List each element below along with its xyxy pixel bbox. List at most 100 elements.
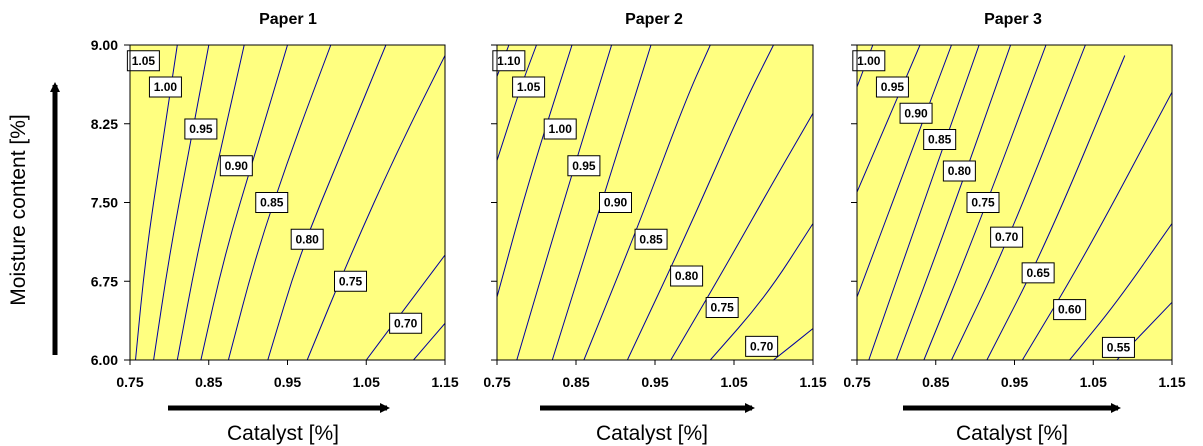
contour-label-box: [567, 155, 601, 177]
contour-line: [135, 45, 178, 360]
contour-line: [176, 45, 245, 360]
x-tick-layer: 0.75 0.85 0.95 1.05 1.15: [843, 360, 1186, 390]
y-tick-label: 9.00: [91, 37, 118, 53]
contour-label-text: 1.00: [154, 80, 178, 94]
contour-label: 0.85: [255, 192, 289, 213]
x-axis-label: Catalyst [%]: [596, 422, 708, 445]
contour-line: [200, 45, 288, 360]
contour-label-box: [255, 192, 289, 213]
contour-label-text: 0.65: [1026, 266, 1050, 280]
panel-title: Paper 2: [625, 11, 683, 28]
contour-label-text: 0.95: [572, 159, 596, 173]
contour-label-box: [148, 76, 182, 98]
contour-label-text: 0.75: [971, 196, 995, 210]
contour-label-box: [852, 50, 886, 72]
contour-label-text: 0.70: [995, 230, 1019, 244]
x-tick-label: 1.15: [1158, 374, 1185, 390]
panel-title: Paper 1: [259, 11, 317, 28]
contour-label: 0.90: [599, 192, 632, 213]
contour-label-text: 0.75: [339, 274, 363, 288]
panel-paper-3: Paper 3 1.000.950.900.850.800.750.700.65…: [843, 11, 1185, 445]
contour-label: 0.90: [219, 155, 253, 177]
contour-label-text: 0.85: [639, 232, 663, 246]
contour-line: [365, 254, 445, 360]
contour-label-text: 0.95: [881, 80, 905, 94]
contour-label-text: 0.85: [928, 133, 952, 147]
contour-label: 1.00: [543, 118, 577, 140]
contour-label: 0.55: [1101, 336, 1135, 358]
x-tick-label: 1.15: [799, 374, 826, 390]
contour-line: [1069, 223, 1172, 360]
y-tick-layer: [851, 44, 857, 361]
contour-label: 1.10: [492, 50, 526, 72]
contour-label-layer: 1.10 1.05 1.00 0.95 0.90 0.85 0.80 0.75 0.70: [492, 50, 779, 357]
contour-label-box: [1021, 262, 1055, 284]
contour-label-text: 0.90: [604, 196, 628, 210]
contour-label-text: 0.60: [1058, 303, 1082, 317]
contour-label-text: 0.80: [675, 269, 699, 283]
contour-line: [413, 322, 445, 360]
contour-line: [551, 45, 652, 360]
contour-label-text: 0.70: [750, 339, 774, 353]
contour-label-box: [389, 312, 423, 334]
contour-label: 1.05: [126, 50, 160, 72]
contour-label: 0.80: [290, 228, 324, 250]
contour-label: 0.75: [966, 192, 1000, 213]
contour-label: 0.85: [923, 129, 957, 150]
y-tick-layer: [491, 44, 497, 361]
contour-label-text: 0.80: [948, 164, 972, 178]
contour-label: 0.75: [334, 270, 367, 292]
contour-label-box: [1053, 299, 1087, 321]
contour-label: 0.70: [745, 335, 779, 357]
y-axis-label: Moisture content [%]: [7, 114, 30, 305]
contour-label-text: 1.00: [857, 54, 881, 68]
contour-label-box: [1101, 336, 1135, 358]
contour-label-layer: 1.000.95 0.900.85 0.80 0.75 0.70 0.65 0.60 0.55: [852, 50, 1135, 358]
contour-label-box: [705, 297, 739, 318]
x-tick-label: 0.85: [195, 374, 222, 390]
contour-label: 0.60: [1053, 299, 1087, 321]
contour-label-box: [543, 118, 577, 140]
x-tick-label: 0.95: [274, 374, 301, 390]
x-tick-label: 0.85: [562, 374, 589, 390]
x-axis-label: Catalyst [%]: [227, 422, 339, 445]
x-tick-label: 1.05: [1080, 374, 1107, 390]
plot-area: [497, 45, 813, 360]
contour-label-text: 1.05: [132, 54, 156, 68]
contour-label: 0.70: [389, 312, 423, 334]
y-tick-layer: 9.00 8.25 7.50 6.75 6.00: [91, 37, 130, 368]
contour-label-text: 0.70: [394, 316, 418, 330]
contour-label-text: 1.10: [497, 54, 521, 68]
contour-label-layer: 1.05 1.00 0.95 0.90 0.85 0.80 0.75 0.70: [126, 50, 423, 334]
x-tick-label: 1.05: [720, 374, 747, 390]
contour-line: [857, 45, 952, 298]
contour-label: 0.65: [1021, 262, 1055, 284]
contour-line: [670, 113, 813, 360]
contour-label-text: 0.75: [710, 301, 734, 315]
contour-label: 0.75: [705, 297, 739, 318]
contour-label: 1.00: [148, 76, 182, 98]
contour-line: [986, 55, 1126, 360]
x-tick-layer: 0.75 0.85 0.95 1.05 1.15: [483, 360, 827, 390]
contour-label-box: [219, 155, 253, 177]
panel-paper-1: Paper 1 1.05 1.00 0.95 0.90 0.85 0.80 0.75 0.70…: [91, 11, 459, 445]
contour-label-box: [290, 228, 324, 250]
contour-label-text: 0.80: [296, 232, 320, 246]
contour-label: 0.70: [990, 226, 1024, 248]
panel-title: Paper 3: [984, 11, 1042, 28]
y-tick-label: 7.50: [91, 195, 118, 211]
contour-label: 0.95: [567, 155, 601, 177]
contour-label-box: [492, 50, 526, 72]
y-tick-label: 8.25: [91, 116, 118, 132]
contour-label: 0.80: [670, 265, 704, 287]
contour-label-box: [512, 76, 546, 98]
contour-line: [895, 45, 1012, 360]
contour-line: [923, 45, 1047, 360]
contour-line: [267, 45, 387, 360]
contour-label-box: [670, 265, 704, 287]
contour-label: 1.05: [512, 76, 546, 98]
contour-label-box: [184, 118, 218, 140]
panel-paper-2: Paper 2 1.10 1.05 1.00 0.95 0.90 0.85 0.80 0.75…: [483, 11, 826, 445]
x-tick-label: 0.95: [1001, 374, 1028, 390]
